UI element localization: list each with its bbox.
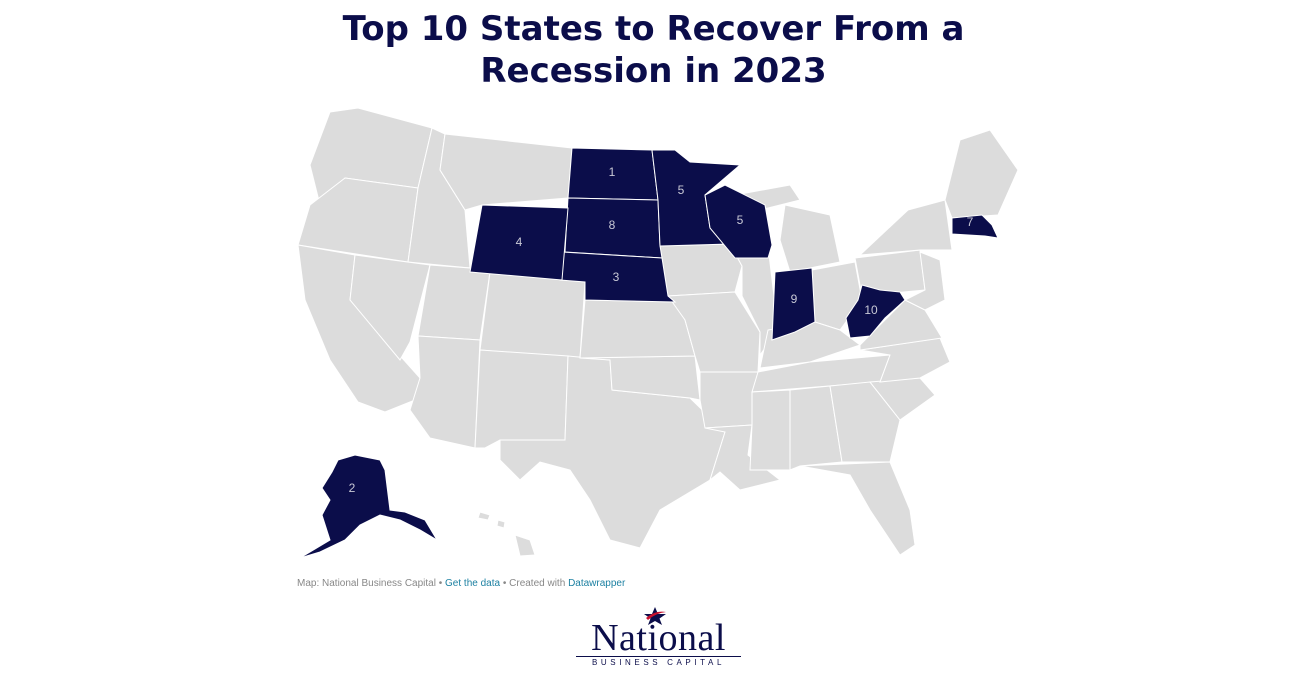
credits-prefix: Map: National Business Capital • <box>297 578 446 589</box>
map-title: Top 10 States to Recover From a Recessio… <box>0 8 1307 92</box>
state-arkansas[interactable] <box>699 371 759 429</box>
title-line-1: Top 10 States to Recover From a <box>342 9 965 49</box>
state-west-virginia[interactable] <box>845 284 906 339</box>
state-wisconsin[interactable] <box>704 184 773 259</box>
rank-label-north-dakota: 1 <box>609 165 616 179</box>
get-the-data-link[interactable]: Get the data <box>445 578 501 589</box>
state-indiana[interactable] <box>771 267 816 341</box>
state-arizona[interactable] <box>409 335 481 449</box>
rank-label-alaska: 2 <box>349 481 356 495</box>
rank-label-nebraska: 3 <box>613 270 620 284</box>
state-wyoming[interactable] <box>469 204 569 281</box>
state-virginia[interactable] <box>859 299 943 351</box>
state-florida[interactable] <box>799 461 916 556</box>
state-louisiana[interactable] <box>704 424 782 491</box>
state-alabama[interactable] <box>789 385 843 471</box>
state-nevada[interactable] <box>349 254 431 361</box>
national-business-capital-logo: National BUSINESS CAPITAL <box>576 606 741 670</box>
map-credits: Map: National Business Capital • Get the… <box>297 578 625 589</box>
logo-wordmark: National <box>591 617 726 659</box>
rank-label-wyoming: 4 <box>516 235 523 249</box>
rank-label-west-virginia: 10 <box>864 303 878 317</box>
title-line-2: Recession in 2023 <box>480 51 827 91</box>
state-utah[interactable] <box>417 264 491 341</box>
state-new-mexico[interactable] <box>474 349 569 449</box>
state-new-jersey-delaware-maryland[interactable] <box>903 251 946 311</box>
state-new-york[interactable] <box>858 199 953 256</box>
state-georgia[interactable] <box>829 381 901 463</box>
rank-label-south-dakota: 8 <box>609 218 616 232</box>
state-massachusetts[interactable] <box>951 214 999 239</box>
state-montana[interactable] <box>439 133 573 211</box>
rank-label-wisconsin: 5 <box>737 213 744 227</box>
state-alaska[interactable] <box>299 454 438 559</box>
state-illinois[interactable] <box>729 243 779 357</box>
state-new-england[interactable] <box>944 129 1019 219</box>
rank-label-indiana: 9 <box>791 292 798 306</box>
logo-subtitle: BUSINESS CAPITAL <box>576 656 741 667</box>
rank-label-minnesota: 5 <box>678 183 685 197</box>
state-nebraska[interactable] <box>559 251 677 303</box>
credits-middle: • Created with <box>500 578 569 589</box>
state-mississippi[interactable] <box>749 389 791 471</box>
state-hawaii[interactable] <box>477 511 536 557</box>
rank-label-massachusetts: 7 <box>967 215 974 229</box>
logo-star-icon <box>644 607 666 625</box>
datawrapper-link[interactable]: Datawrapper <box>568 578 626 589</box>
state-colorado[interactable] <box>479 271 586 359</box>
